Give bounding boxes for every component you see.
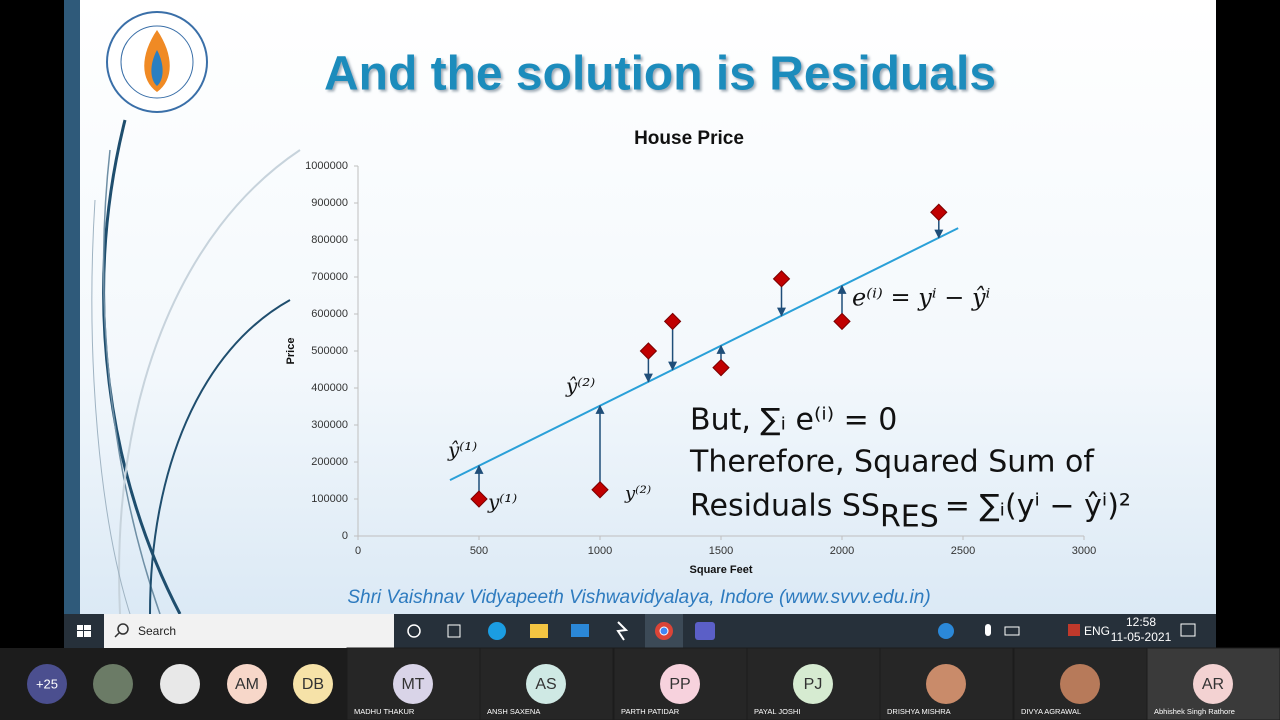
tray-icons <box>938 623 1196 639</box>
participant-avatar[interactable] <box>926 664 966 704</box>
y-tick-label: 900000 <box>311 197 348 209</box>
start-button[interactable] <box>77 625 91 637</box>
participant-photo[interactable] <box>160 664 200 704</box>
participant-initials: PP <box>669 676 690 693</box>
participant-avatar[interactable] <box>293 664 333 704</box>
y-tick-label: 700000 <box>311 271 348 283</box>
participant-name: PAYAL JOSHI <box>754 707 800 716</box>
data-point <box>930 203 948 221</box>
clock-time[interactable]: 12:58 <box>1126 615 1156 629</box>
y-tick-label: 600000 <box>311 308 348 320</box>
data-point <box>772 270 791 288</box>
statement: Residuals SS <box>690 489 880 524</box>
participant-name: DIVYA AGRAWAL <box>1021 707 1081 716</box>
data-point <box>712 358 730 377</box>
slide-edge <box>64 0 80 614</box>
y-tick-label: 800000 <box>311 234 348 246</box>
y-tick-label: 200000 <box>311 456 348 468</box>
taskbar-apps[interactable] <box>407 614 715 648</box>
chart-title: House Price <box>634 128 744 149</box>
x-axis-label: Square Feet <box>690 564 753 576</box>
participant-avatar[interactable] <box>660 664 700 704</box>
y-tick-label: 500000 <box>311 345 348 357</box>
chart: House Price Square Feet Price 0 100000 200000… <box>285 128 1131 576</box>
statement: Therefore, Squared Sum of <box>689 445 1095 480</box>
participant-initials: MT <box>401 676 424 693</box>
math-annotation: y⁽¹⁾ <box>487 490 517 514</box>
participant-avatar[interactable] <box>526 664 566 704</box>
participant-avatar[interactable] <box>27 664 67 704</box>
data-point <box>663 312 682 331</box>
participant-name: MADHU THAKUR <box>354 707 415 716</box>
participant-photo[interactable] <box>93 664 133 704</box>
x-tick-label: 1500 <box>709 545 733 557</box>
y-tick-label: 0 <box>342 530 348 542</box>
data-point <box>639 342 658 360</box>
data-point <box>591 481 609 499</box>
statement-subscript: RES <box>880 500 939 535</box>
math-annotation: e⁽ⁱ⁾ = yⁱ − ŷⁱ <box>852 284 991 312</box>
participant-initials: AR <box>1202 676 1224 693</box>
participant-name: ANSH SAXENA <box>487 707 540 716</box>
y-tick-label: 100000 <box>311 493 348 505</box>
participant-avatar[interactable] <box>793 664 833 704</box>
x-tick-label: 500 <box>470 545 488 557</box>
participant-name: Abhishek Singh Rathore <box>1154 707 1235 716</box>
math-annotation: ŷ⁽²⁾ <box>565 374 595 398</box>
participant-avatar[interactable] <box>227 664 267 704</box>
y-axis-label: Price <box>285 338 297 365</box>
y-tick-label: 1000000 <box>305 160 348 172</box>
search-icon <box>114 632 120 638</box>
clock-date[interactable]: 11-05-2021 <box>1111 630 1172 644</box>
search-icon <box>117 623 129 635</box>
participant-avatar[interactable] <box>1060 664 1100 704</box>
participant-initials: AM <box>235 676 259 693</box>
slide-title: And the solution is Residuals <box>324 48 996 101</box>
language[interactable]: ENG <box>1084 624 1110 638</box>
trendline <box>449 227 959 482</box>
slide-footer: Shri Vaishnav Vidyapeeth Vishwavidyalaya… <box>347 587 930 608</box>
participant-initials: +25 <box>36 676 58 691</box>
x-tick-label: 0 <box>355 545 361 557</box>
statement: But, ∑ᵢ e⁽ⁱ⁾ = 0 <box>690 403 897 438</box>
math-annotation: ŷ⁽¹⁾ <box>447 438 477 462</box>
participant-avatar[interactable] <box>1193 664 1233 704</box>
participant-name: PARTH PATIDAR <box>621 707 680 716</box>
logo <box>106 11 208 113</box>
y-tick-label: 400000 <box>311 382 348 394</box>
participant-avatar[interactable] <box>393 664 433 704</box>
math-annotation: y⁽²⁾ <box>624 483 651 504</box>
participant-name: DRISHYA MISHRA <box>887 707 951 716</box>
x-tick-label: 2500 <box>951 545 975 557</box>
slide <box>64 0 1216 614</box>
participant-initials: AS <box>535 676 556 693</box>
y-tick-label: 300000 <box>311 419 348 431</box>
participant-initials: DB <box>302 676 324 693</box>
decoration <box>91 119 301 615</box>
x-tick-label: 1000 <box>588 545 612 557</box>
search-box[interactable] <box>104 614 394 648</box>
statement: = ∑ᵢ(yⁱ − ŷⁱ)² <box>945 489 1131 524</box>
x-tick-label: 3000 <box>1072 545 1096 557</box>
participants: +25 AM DB MT MADHU THAKUR AS ANSH SAXENA PP PART… <box>27 647 1280 720</box>
x-tick-label: 2000 <box>830 545 854 557</box>
data-point <box>470 490 488 508</box>
data-point <box>833 312 851 331</box>
search-text: Search <box>138 624 176 638</box>
participant-initials: PJ <box>804 676 823 693</box>
